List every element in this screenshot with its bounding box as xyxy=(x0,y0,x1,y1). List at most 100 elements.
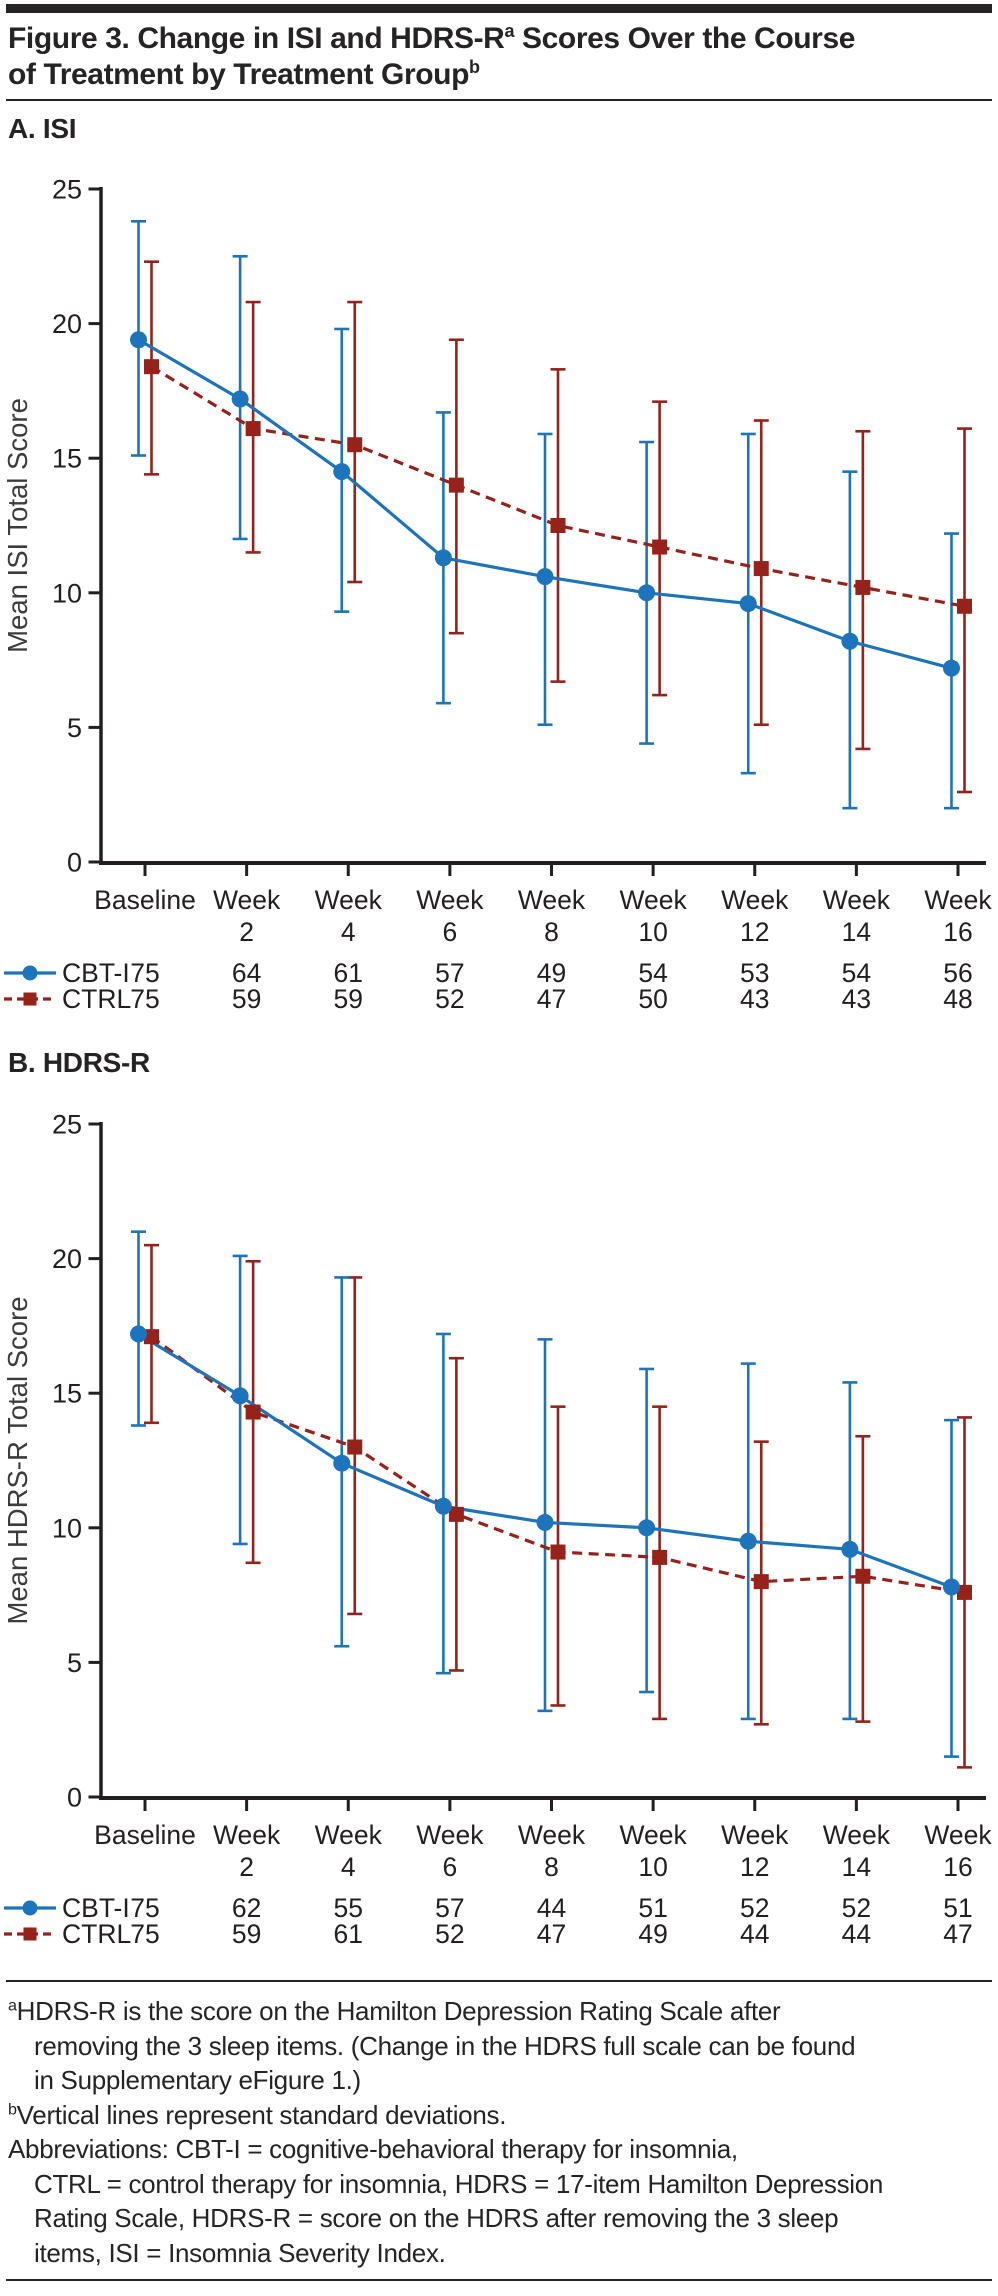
data-point-marker xyxy=(957,1584,972,1600)
footnote-text: CTRL = control therapy for insomnia, HDR… xyxy=(34,2168,884,2199)
data-point-marker xyxy=(448,477,464,493)
n-value: 59 xyxy=(232,984,261,1014)
n-value: 43 xyxy=(740,984,769,1014)
data-point-marker xyxy=(550,518,566,533)
n-value: 47 xyxy=(537,984,566,1014)
n-value: 75 xyxy=(130,984,159,1014)
y-tick-label: 25 xyxy=(52,175,82,205)
y-tick-label: 25 xyxy=(52,1110,82,1140)
x-tick-label: 6 xyxy=(443,1852,458,1882)
footnote-text: items, ISI = Insomnia Severity Index. xyxy=(34,2237,446,2268)
title-text: Figure 3. Change in ISI and HDRS-R xyxy=(8,22,505,55)
data-point-marker xyxy=(855,579,871,595)
footnote-text: in Supplementary eFigure 1.) xyxy=(34,2065,361,2095)
footnote-text: removing the 3 sleep items. (Change in t… xyxy=(34,2030,856,2061)
legend-swatch-marker xyxy=(23,992,37,1006)
footnote-line: aHDRS-R is the score on the Hamilton Dep… xyxy=(8,1994,990,2029)
n-value: 54 xyxy=(638,958,667,988)
data-point-marker xyxy=(739,595,757,613)
x-tick-label: 6 xyxy=(443,917,458,947)
data-point-marker xyxy=(245,1404,261,1420)
n-value: 44 xyxy=(537,1893,566,1923)
n-value: 53 xyxy=(740,958,769,988)
n-value: 75 xyxy=(130,1919,159,1949)
data-point-marker xyxy=(855,1568,871,1584)
footnote-text: HDRS-R is the score on the Hamilton Depr… xyxy=(16,1996,781,2026)
n-value: 47 xyxy=(537,1919,566,1949)
n-value: 52 xyxy=(435,984,464,1014)
figure-title: Figure 3. Change in ISI and HDRS-Ra Scor… xyxy=(8,21,990,93)
x-tick-label: Week xyxy=(518,1820,586,1850)
title-superscript: b xyxy=(469,57,480,77)
data-point-marker xyxy=(333,1454,351,1472)
y-axis-title: Mean HDRS-R Total Score xyxy=(2,1296,33,1624)
x-tick-label: Week xyxy=(823,1820,891,1850)
n-value: 44 xyxy=(842,1919,871,1949)
panel-b-label: B. HDRS-R xyxy=(8,1047,150,1078)
n-value: 61 xyxy=(334,958,363,988)
legend-swatch-marker xyxy=(22,965,38,981)
data-point-marker xyxy=(753,561,769,577)
data-point-marker xyxy=(144,359,159,375)
footnote-superscript: a xyxy=(8,1996,17,2015)
x-tick-label: 2 xyxy=(239,917,254,947)
n-value: 56 xyxy=(943,958,972,988)
n-value: 49 xyxy=(537,958,566,988)
x-tick-label: 4 xyxy=(341,1852,356,1882)
data-point-marker xyxy=(638,584,656,602)
data-point-marker xyxy=(231,390,249,408)
legend-swatch-marker xyxy=(22,1900,38,1916)
data-point-marker xyxy=(739,1532,757,1550)
data-point-marker xyxy=(347,1439,363,1455)
footnote-line: items, ISI = Insomnia Severity Index. xyxy=(8,2236,990,2271)
footnote-line: Abbreviations: CBT-I = cognitive-behavio… xyxy=(8,2132,990,2167)
footnotes-section: aHDRS-R is the score on the Hamilton Dep… xyxy=(8,1994,990,2270)
footnote-superscript: b xyxy=(8,2099,17,2118)
n-value: 49 xyxy=(638,1919,667,1949)
x-tick-label: Baseline xyxy=(94,885,196,915)
title-text: Scores Over the Course xyxy=(514,22,856,55)
n-value: 62 xyxy=(232,1893,261,1923)
x-tick-label: Week xyxy=(924,885,992,915)
data-point-marker xyxy=(550,1544,566,1560)
data-point-marker xyxy=(943,1578,960,1596)
n-value: 43 xyxy=(842,984,871,1014)
n-value: 44 xyxy=(740,1919,769,1949)
x-tick-label: Week xyxy=(416,1820,484,1850)
n-value: 61 xyxy=(334,1919,363,1949)
top-rule-bar xyxy=(6,4,992,13)
x-tick-label: Week xyxy=(213,1820,281,1850)
y-tick-label: 15 xyxy=(52,444,82,474)
n-value: 59 xyxy=(232,1919,261,1949)
data-point-marker xyxy=(536,568,554,586)
data-point-marker xyxy=(130,331,147,349)
footnote-line: CTRL = control therapy for insomnia, HDR… xyxy=(8,2167,990,2202)
data-point-marker xyxy=(638,1519,656,1537)
x-tick-label: 14 xyxy=(842,1852,871,1882)
legend-label: CBT-I xyxy=(62,1893,130,1923)
y-tick-label: 0 xyxy=(67,1783,82,1813)
legend-label: CBT-I xyxy=(62,958,130,988)
x-tick-label: 16 xyxy=(943,917,972,947)
n-value: 57 xyxy=(435,1893,464,1923)
x-tick-label: Week xyxy=(416,885,484,915)
x-tick-label: 14 xyxy=(842,917,871,947)
data-point-marker xyxy=(841,632,859,650)
data-point-marker xyxy=(144,1329,159,1345)
y-tick-label: 20 xyxy=(52,309,82,339)
n-value: 48 xyxy=(943,984,972,1014)
n-value: 52 xyxy=(435,1919,464,1949)
y-axis-title: Mean ISI Total Score xyxy=(2,398,33,653)
y-tick-label: 0 xyxy=(67,848,82,878)
x-tick-label: 12 xyxy=(740,917,769,947)
legend-label: CTRL xyxy=(62,1919,131,1949)
data-point-marker xyxy=(130,1325,147,1343)
y-tick-label: 20 xyxy=(52,1244,82,1274)
x-tick-label: Week xyxy=(619,885,687,915)
n-value: 47 xyxy=(943,1919,972,1949)
legend-swatch-marker xyxy=(23,1927,37,1941)
figure-title-line: Figure 3. Change in ISI and HDRS-Ra Scor… xyxy=(8,21,990,57)
n-value: 57 xyxy=(435,958,464,988)
